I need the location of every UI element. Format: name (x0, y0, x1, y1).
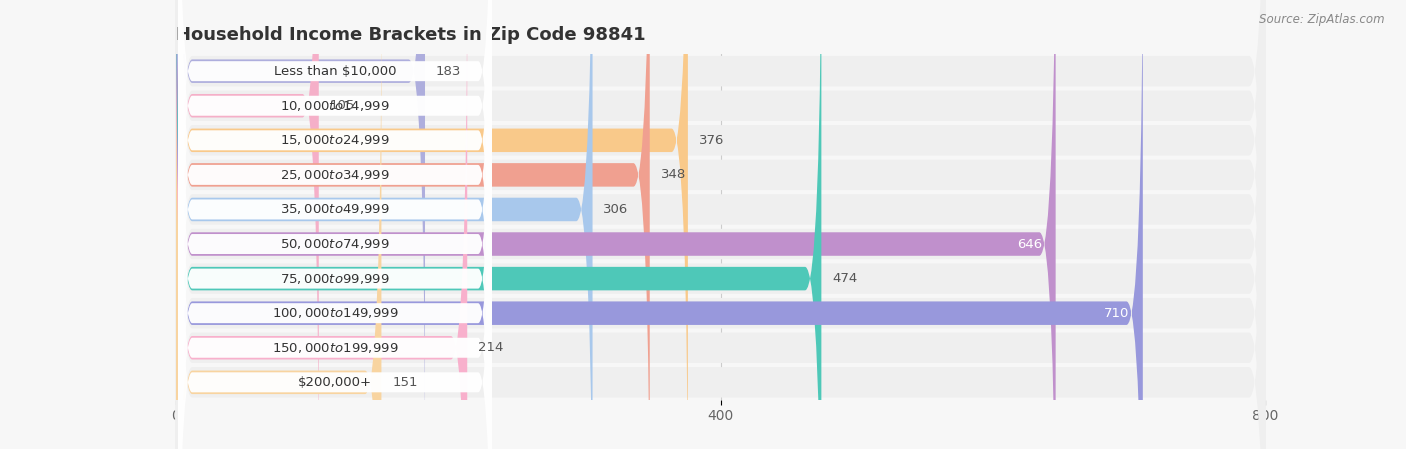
FancyBboxPatch shape (179, 0, 492, 441)
FancyBboxPatch shape (176, 0, 425, 449)
FancyBboxPatch shape (176, 0, 1265, 449)
FancyBboxPatch shape (176, 0, 592, 449)
FancyBboxPatch shape (176, 0, 1265, 449)
Text: $75,000 to $99,999: $75,000 to $99,999 (280, 272, 389, 286)
FancyBboxPatch shape (176, 0, 1265, 449)
Text: 151: 151 (392, 376, 418, 389)
FancyBboxPatch shape (176, 0, 319, 449)
Text: $25,000 to $34,999: $25,000 to $34,999 (280, 168, 389, 182)
FancyBboxPatch shape (176, 0, 1265, 449)
FancyBboxPatch shape (176, 0, 688, 449)
Text: 376: 376 (699, 134, 724, 147)
FancyBboxPatch shape (179, 0, 492, 449)
FancyBboxPatch shape (176, 0, 1265, 449)
FancyBboxPatch shape (179, 0, 492, 449)
FancyBboxPatch shape (176, 0, 1265, 449)
Text: $150,000 to $199,999: $150,000 to $199,999 (271, 341, 398, 355)
FancyBboxPatch shape (179, 0, 492, 407)
FancyBboxPatch shape (176, 0, 1056, 449)
Text: 348: 348 (661, 168, 686, 181)
Text: Less than $10,000: Less than $10,000 (274, 65, 396, 78)
Text: 646: 646 (1017, 238, 1042, 251)
FancyBboxPatch shape (179, 0, 492, 449)
FancyBboxPatch shape (176, 0, 1265, 449)
FancyBboxPatch shape (176, 0, 467, 449)
Text: 183: 183 (436, 65, 461, 78)
FancyBboxPatch shape (179, 12, 492, 449)
Text: 105: 105 (329, 99, 356, 112)
FancyBboxPatch shape (179, 0, 492, 449)
FancyBboxPatch shape (176, 0, 381, 449)
Text: 710: 710 (1104, 307, 1129, 320)
FancyBboxPatch shape (176, 0, 1265, 449)
Text: 474: 474 (832, 272, 858, 285)
FancyBboxPatch shape (176, 0, 1265, 449)
FancyBboxPatch shape (176, 0, 821, 449)
FancyBboxPatch shape (176, 0, 650, 449)
Text: $15,000 to $24,999: $15,000 to $24,999 (280, 133, 389, 147)
Text: $10,000 to $14,999: $10,000 to $14,999 (280, 99, 389, 113)
FancyBboxPatch shape (176, 0, 1143, 449)
Text: $50,000 to $74,999: $50,000 to $74,999 (280, 237, 389, 251)
FancyBboxPatch shape (179, 47, 492, 449)
Text: Household Income Brackets in Zip Code 98841: Household Income Brackets in Zip Code 98… (176, 26, 645, 44)
Text: $200,000+: $200,000+ (298, 376, 373, 389)
Text: $35,000 to $49,999: $35,000 to $49,999 (280, 202, 389, 216)
Text: Source: ZipAtlas.com: Source: ZipAtlas.com (1260, 13, 1385, 26)
Text: 306: 306 (603, 203, 628, 216)
FancyBboxPatch shape (179, 0, 492, 449)
FancyBboxPatch shape (176, 0, 1265, 449)
FancyBboxPatch shape (179, 0, 492, 449)
Text: 214: 214 (478, 341, 503, 354)
Text: $100,000 to $149,999: $100,000 to $149,999 (271, 306, 398, 320)
